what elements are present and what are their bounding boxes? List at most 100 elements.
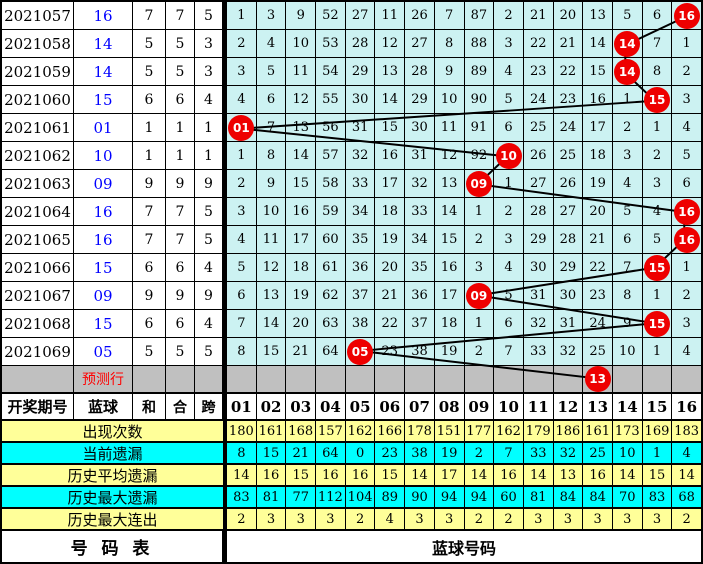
stat-value-cell: 19 [434, 443, 465, 463]
grid-cell: 16 [672, 198, 701, 226]
stat-value-cell: 33 [523, 443, 554, 463]
grid-cell: 1 [642, 282, 673, 310]
grid-cell: 30 [345, 86, 376, 114]
stat-value-cell: 10 [612, 443, 643, 463]
period-cell: 2021058 [2, 30, 74, 58]
stat-value-cell: 3 [256, 509, 287, 529]
omission-grid: 3 5 11 54 29 13 28 9 89 4 23 22 15 14 8 2 [223, 58, 701, 86]
period-cell: 2021060 [2, 86, 74, 114]
hit-ball-circle: 14 [614, 58, 641, 85]
grid-cell: 31 [405, 142, 435, 170]
grid-cell: 64 [316, 338, 346, 366]
stat-value-cell: 15 [375, 465, 406, 485]
stat-value-cell: 84 [553, 487, 584, 507]
grid-cell: 10 [434, 86, 465, 114]
grid-cell: 29 [553, 254, 584, 282]
grid-cell: 15 [642, 86, 673, 114]
blue-ball-value: 14 [74, 58, 133, 86]
grid-cell: 62 [316, 282, 346, 310]
stat-value-cell: 166 [375, 421, 406, 441]
prediction-grid-cell [553, 366, 584, 392]
stat-value-cell: 32 [553, 443, 584, 463]
grid-cell: 23 [375, 338, 406, 366]
stat-value-cell: 173 [612, 421, 643, 441]
grid-cell: 21 [375, 282, 406, 310]
blue-ball-value: 09 [74, 170, 133, 198]
blue-header: 蓝球 [74, 394, 133, 419]
combine-value: 7 [166, 226, 195, 254]
stat-value-cell: 14 [672, 465, 701, 485]
grid-cell: 29 [345, 58, 376, 86]
grid-cell: 09 [464, 282, 495, 310]
grid-cell: 32 [405, 170, 435, 198]
grid-cell: 1 [642, 338, 673, 366]
stat-value-cell: 16 [494, 465, 524, 485]
stat-value-cell: 2 [227, 509, 257, 529]
grid-cell: 6 [256, 86, 287, 114]
grid-cell: 18 [434, 310, 465, 338]
combine-value: 7 [166, 198, 195, 226]
sum-value: 5 [133, 338, 166, 366]
stat-value-cell: 1 [642, 443, 673, 463]
stat-value-cell: 8 [227, 443, 257, 463]
stat-value-cell: 77 [286, 487, 317, 507]
draw-rows: 2021057 16 7 7 5 1 3 9 52 27 11 26 7 87 2 21 20 13 5 6 16 202… [2, 2, 701, 366]
stat-value-cell: 169 [642, 421, 673, 441]
grid-cell: 20 [375, 254, 406, 282]
blue-ball-numbers-label: 蓝球号码 [223, 531, 701, 562]
hit-ball-circle: 09 [465, 170, 492, 197]
span-value: 5 [195, 338, 223, 366]
grid-cell: 19 [583, 170, 613, 198]
grid-cell: 2 [494, 198, 524, 226]
grid-cell: 15 [642, 254, 673, 282]
grid-cell: 37 [345, 282, 376, 310]
grid-cell: 23 [583, 282, 613, 310]
period-cell: 2021067 [2, 282, 74, 310]
stat-value-cell: 180 [227, 421, 257, 441]
grid-cell: 16 [583, 86, 613, 114]
grid-cell: 13 [256, 282, 287, 310]
sum-value: 5 [133, 58, 166, 86]
grid-cell: 8 [256, 142, 287, 170]
hit-ball-circle: 10 [495, 142, 522, 169]
span-value: 5 [195, 198, 223, 226]
stat-value-cell: 177 [464, 421, 495, 441]
grid-cell: 13 [375, 58, 406, 86]
stat-value-cell: 17 [434, 465, 465, 485]
grid-cell: 12 [375, 30, 406, 58]
stat-values: 8 15 21 64 0 23 38 19 2 7 33 32 25 10 1 4 [223, 443, 701, 463]
stat-value-cell: 161 [583, 421, 613, 441]
ball-header-cell: 04 [316, 394, 346, 419]
grid-cell: 13 [583, 2, 613, 30]
grid-cell: 32 [553, 338, 584, 366]
stat-value-cell: 7 [494, 443, 524, 463]
stat-value-cell: 94 [434, 487, 465, 507]
grid-cell: 4 [227, 86, 257, 114]
grid-cell: 14 [256, 310, 287, 338]
grid-cell: 31 [345, 114, 376, 142]
stat-value-cell: 90 [405, 487, 435, 507]
ball-header-cell: 08 [434, 394, 465, 419]
prediction-grid-cell [464, 366, 495, 392]
span-value: 4 [195, 86, 223, 114]
prediction-span-cell [195, 366, 223, 392]
prediction-grid-cell [642, 366, 673, 392]
omission-grid: 6 13 19 62 37 21 36 17 09 5 31 30 23 8 1 2 [223, 282, 701, 310]
grid-cell: 11 [375, 2, 406, 30]
span-value: 1 [195, 142, 223, 170]
blue-ball-value: 15 [74, 310, 133, 338]
span-header: 跨 [195, 394, 223, 419]
grid-cell: 28 [553, 226, 584, 254]
blue-ball-value: 16 [74, 226, 133, 254]
grid-cell: 57 [316, 142, 346, 170]
grid-cell: 7 [494, 338, 524, 366]
span-value: 5 [195, 2, 223, 30]
ball-header-cell: 14 [612, 394, 643, 419]
grid-cell: 27 [523, 170, 554, 198]
sum-value: 9 [133, 170, 166, 198]
ball-header-cell: 16 [672, 394, 701, 419]
period-cell: 2021066 [2, 254, 74, 282]
stat-value-cell: 2 [494, 509, 524, 529]
stat-value-cell: 16 [256, 465, 287, 485]
grid-cell: 1 [464, 198, 495, 226]
